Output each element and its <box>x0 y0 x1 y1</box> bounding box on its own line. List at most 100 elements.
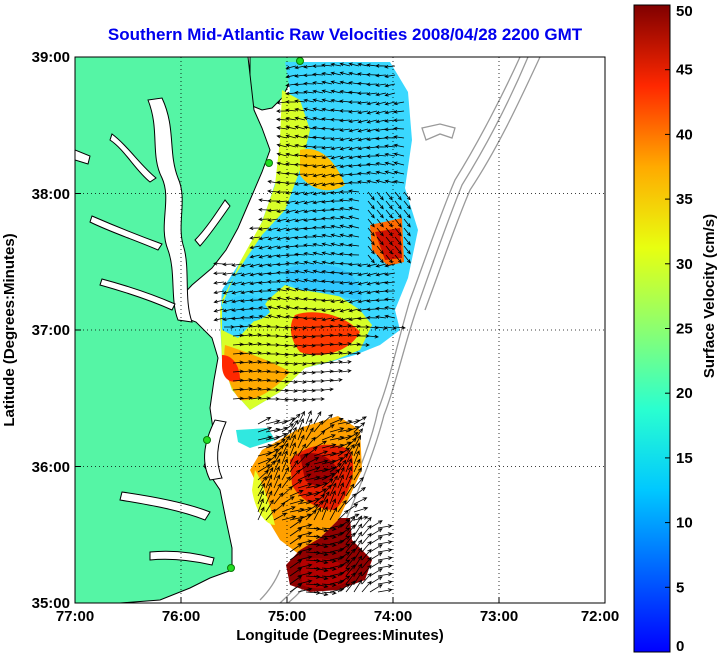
velocity-arrow <box>348 262 360 267</box>
velocity-arrow <box>289 489 304 497</box>
velocity-arrow <box>376 254 384 264</box>
velocity-arrow <box>213 299 225 304</box>
velocity-arrow <box>305 410 312 425</box>
velocity-arrow <box>258 306 270 310</box>
velocity-arrow <box>394 325 406 330</box>
velocity-arrow <box>241 360 253 364</box>
velocity-arrow <box>285 278 297 283</box>
velocity-arrow <box>297 587 313 593</box>
velocity-arrow <box>267 305 279 310</box>
velocity-arrow <box>384 289 396 293</box>
velocity-arrow <box>345 556 356 569</box>
velocity-arrow <box>321 270 333 274</box>
colorbar-tick-label: 20 <box>676 385 693 402</box>
velocity-arrow <box>258 289 270 293</box>
velocity-arrow <box>340 324 352 328</box>
velocity-arrow <box>385 200 393 210</box>
velocity-arrow <box>357 81 369 86</box>
velocity-arrow <box>312 64 324 68</box>
velocity-arrow <box>273 512 288 521</box>
velocity-arrow <box>257 435 273 441</box>
x-tick-labels: 77:00 76:00 75:00 74:00 73:00 72:00 <box>56 608 619 625</box>
velocity-arrow <box>375 153 387 158</box>
velocity-arrow <box>276 227 288 232</box>
velocity-arrow <box>375 281 387 286</box>
velocity-arrow <box>348 100 360 104</box>
velocity-arrow <box>348 71 360 76</box>
velocity-arrow <box>366 101 378 106</box>
velocity-arrow <box>312 107 324 112</box>
velocity-arrow <box>265 419 281 425</box>
velocity-arrow <box>357 308 369 312</box>
velocity-arrow <box>312 126 324 130</box>
velocity-arrow <box>357 316 369 321</box>
velocity-arrow <box>267 296 279 301</box>
velocity-arrow <box>375 170 387 175</box>
velocity-arrow <box>273 433 288 441</box>
velocity-arrow <box>339 308 351 313</box>
velocity-arrow <box>285 181 297 186</box>
velocity-arrow <box>304 388 316 393</box>
velocity-arrow <box>297 523 313 529</box>
map-plot-area <box>75 57 605 603</box>
velocity-arrow <box>366 110 378 115</box>
velocity-arrow <box>348 215 360 220</box>
velocity-arrow <box>285 74 297 79</box>
velocity-arrow <box>305 475 321 481</box>
velocity-arrow <box>353 442 360 457</box>
velocity-arrow <box>330 155 342 160</box>
velocity-arrow <box>375 161 387 166</box>
velocity-arrow <box>312 260 324 265</box>
velocity-arrow <box>345 458 352 473</box>
velocity-arrow <box>345 580 356 593</box>
velocity-arrow <box>353 523 363 537</box>
velocity-arrow <box>285 117 297 121</box>
velocity-arrow <box>393 135 405 139</box>
velocity-arrow <box>384 179 396 184</box>
velocity-arrow <box>285 125 297 130</box>
velocity-arrow <box>250 351 262 355</box>
velocity-arrow <box>297 434 305 449</box>
velocity-arrow <box>241 378 253 382</box>
velocity-arrow <box>366 128 378 133</box>
velocity-arrow <box>249 245 261 250</box>
velocity-arrow <box>267 288 279 293</box>
velocity-color-field <box>220 62 418 592</box>
velocity-arrow <box>297 410 305 425</box>
velocity-arrow <box>265 448 280 457</box>
velocity-arrow <box>367 209 375 219</box>
velocity-arrow <box>345 483 355 497</box>
velocity-arrow <box>303 144 315 149</box>
velocity-arrow <box>348 252 360 257</box>
velocity-arrow <box>258 217 270 222</box>
velocity-arrow <box>250 360 262 364</box>
velocity-arrow <box>213 308 225 313</box>
velocity-arrow <box>375 306 387 311</box>
velocity-arrow <box>249 254 261 259</box>
velocity-arrow <box>337 474 344 489</box>
velocity-arrow <box>369 536 383 545</box>
velocity-arrow <box>393 152 405 157</box>
velocity-arrow <box>277 379 289 384</box>
velocity-arrow <box>321 80 333 85</box>
velocity-arrow <box>330 289 342 294</box>
velocity-arrow <box>267 314 279 319</box>
velocity-arrow <box>241 342 253 346</box>
velocity-arrow <box>313 440 328 449</box>
velocity-arrow <box>314 397 325 401</box>
velocity-arrow <box>303 243 315 248</box>
radar-station-markers <box>203 57 304 572</box>
velocity-arrow <box>297 483 313 489</box>
velocity-arrow <box>303 154 315 158</box>
velocity-arrow <box>366 162 378 167</box>
velocity-arrow <box>339 198 351 203</box>
velocity-arrow <box>322 387 334 392</box>
velocity-arrow <box>394 254 402 264</box>
velocity-arrow <box>232 342 244 347</box>
velocity-arrow <box>312 145 324 149</box>
velocity-arrow <box>312 173 324 178</box>
velocity-arrow <box>304 325 316 330</box>
velocity-arrow <box>241 324 253 328</box>
velocity-arrow <box>303 73 315 78</box>
velocity-arrow <box>303 269 315 274</box>
